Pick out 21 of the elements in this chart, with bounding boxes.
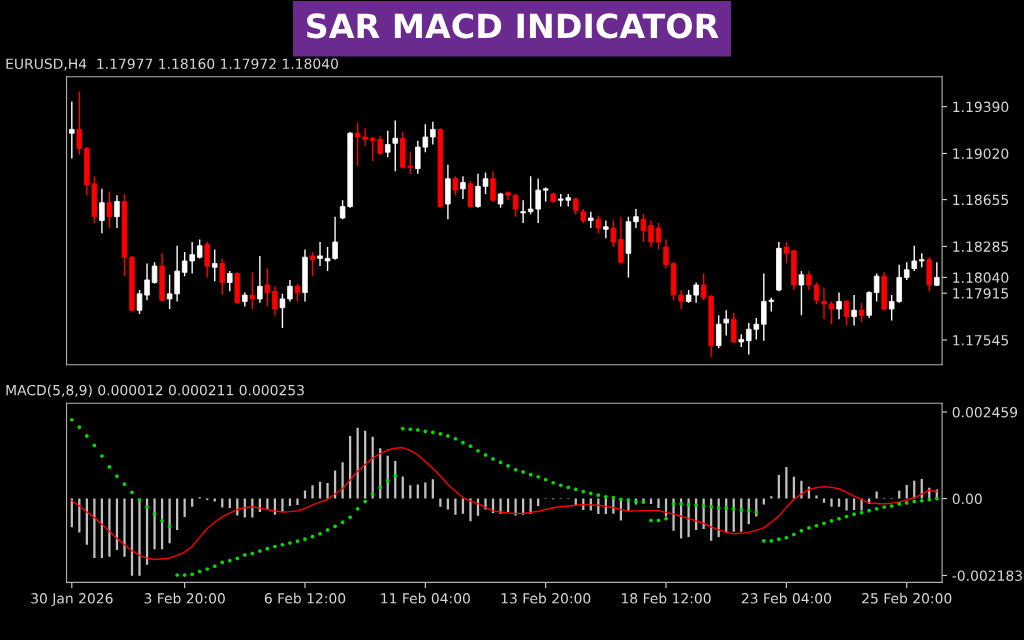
- text: EURUSD,H4 1.17977 1.18160 1.17972 1.18040: [6, 58, 338, 71]
- y-tick-label: 0.00: [952, 493, 982, 505]
- y-tick-label: 1.19020: [953, 148, 1009, 159]
- x-tick-label: 30 Jan 2026: [31, 593, 113, 607]
- x-tick-label: 3 Feb 20:00: [144, 592, 225, 604]
- text: MACD(5,8,9) 0.000012 0.000211 0.000253: [6, 384, 304, 398]
- x-tick-label: 11 Feb 04:00: [381, 592, 470, 604]
- x-tick-label: 18 Feb 12:00: [622, 592, 711, 604]
- x-tick-label: 6 Feb 12:00: [264, 592, 346, 604]
- y-tick-label: 1.18285: [953, 241, 1009, 252]
- y-tick-label: 1.17915: [953, 288, 1009, 299]
- x-tick-label: 25 Feb 20:00: [862, 592, 952, 604]
- y-tick-label: 1.18655: [953, 194, 1009, 206]
- y-tick-label: -0.002183: [952, 570, 1022, 581]
- x-tick-label: 23 Feb 04:00: [741, 592, 832, 604]
- y-tick-label: 0.002459: [952, 407, 1018, 418]
- chart-title: SAR MACD INDICATOR: [307, 13, 719, 39]
- y-tick-label: 1.19390: [953, 101, 1009, 113]
- y-tick-label: 1.18040: [953, 272, 1009, 283]
- x-tick-label: 13 Feb 20:00: [501, 592, 591, 604]
- y-tick-label: 1.17545: [953, 335, 1009, 346]
